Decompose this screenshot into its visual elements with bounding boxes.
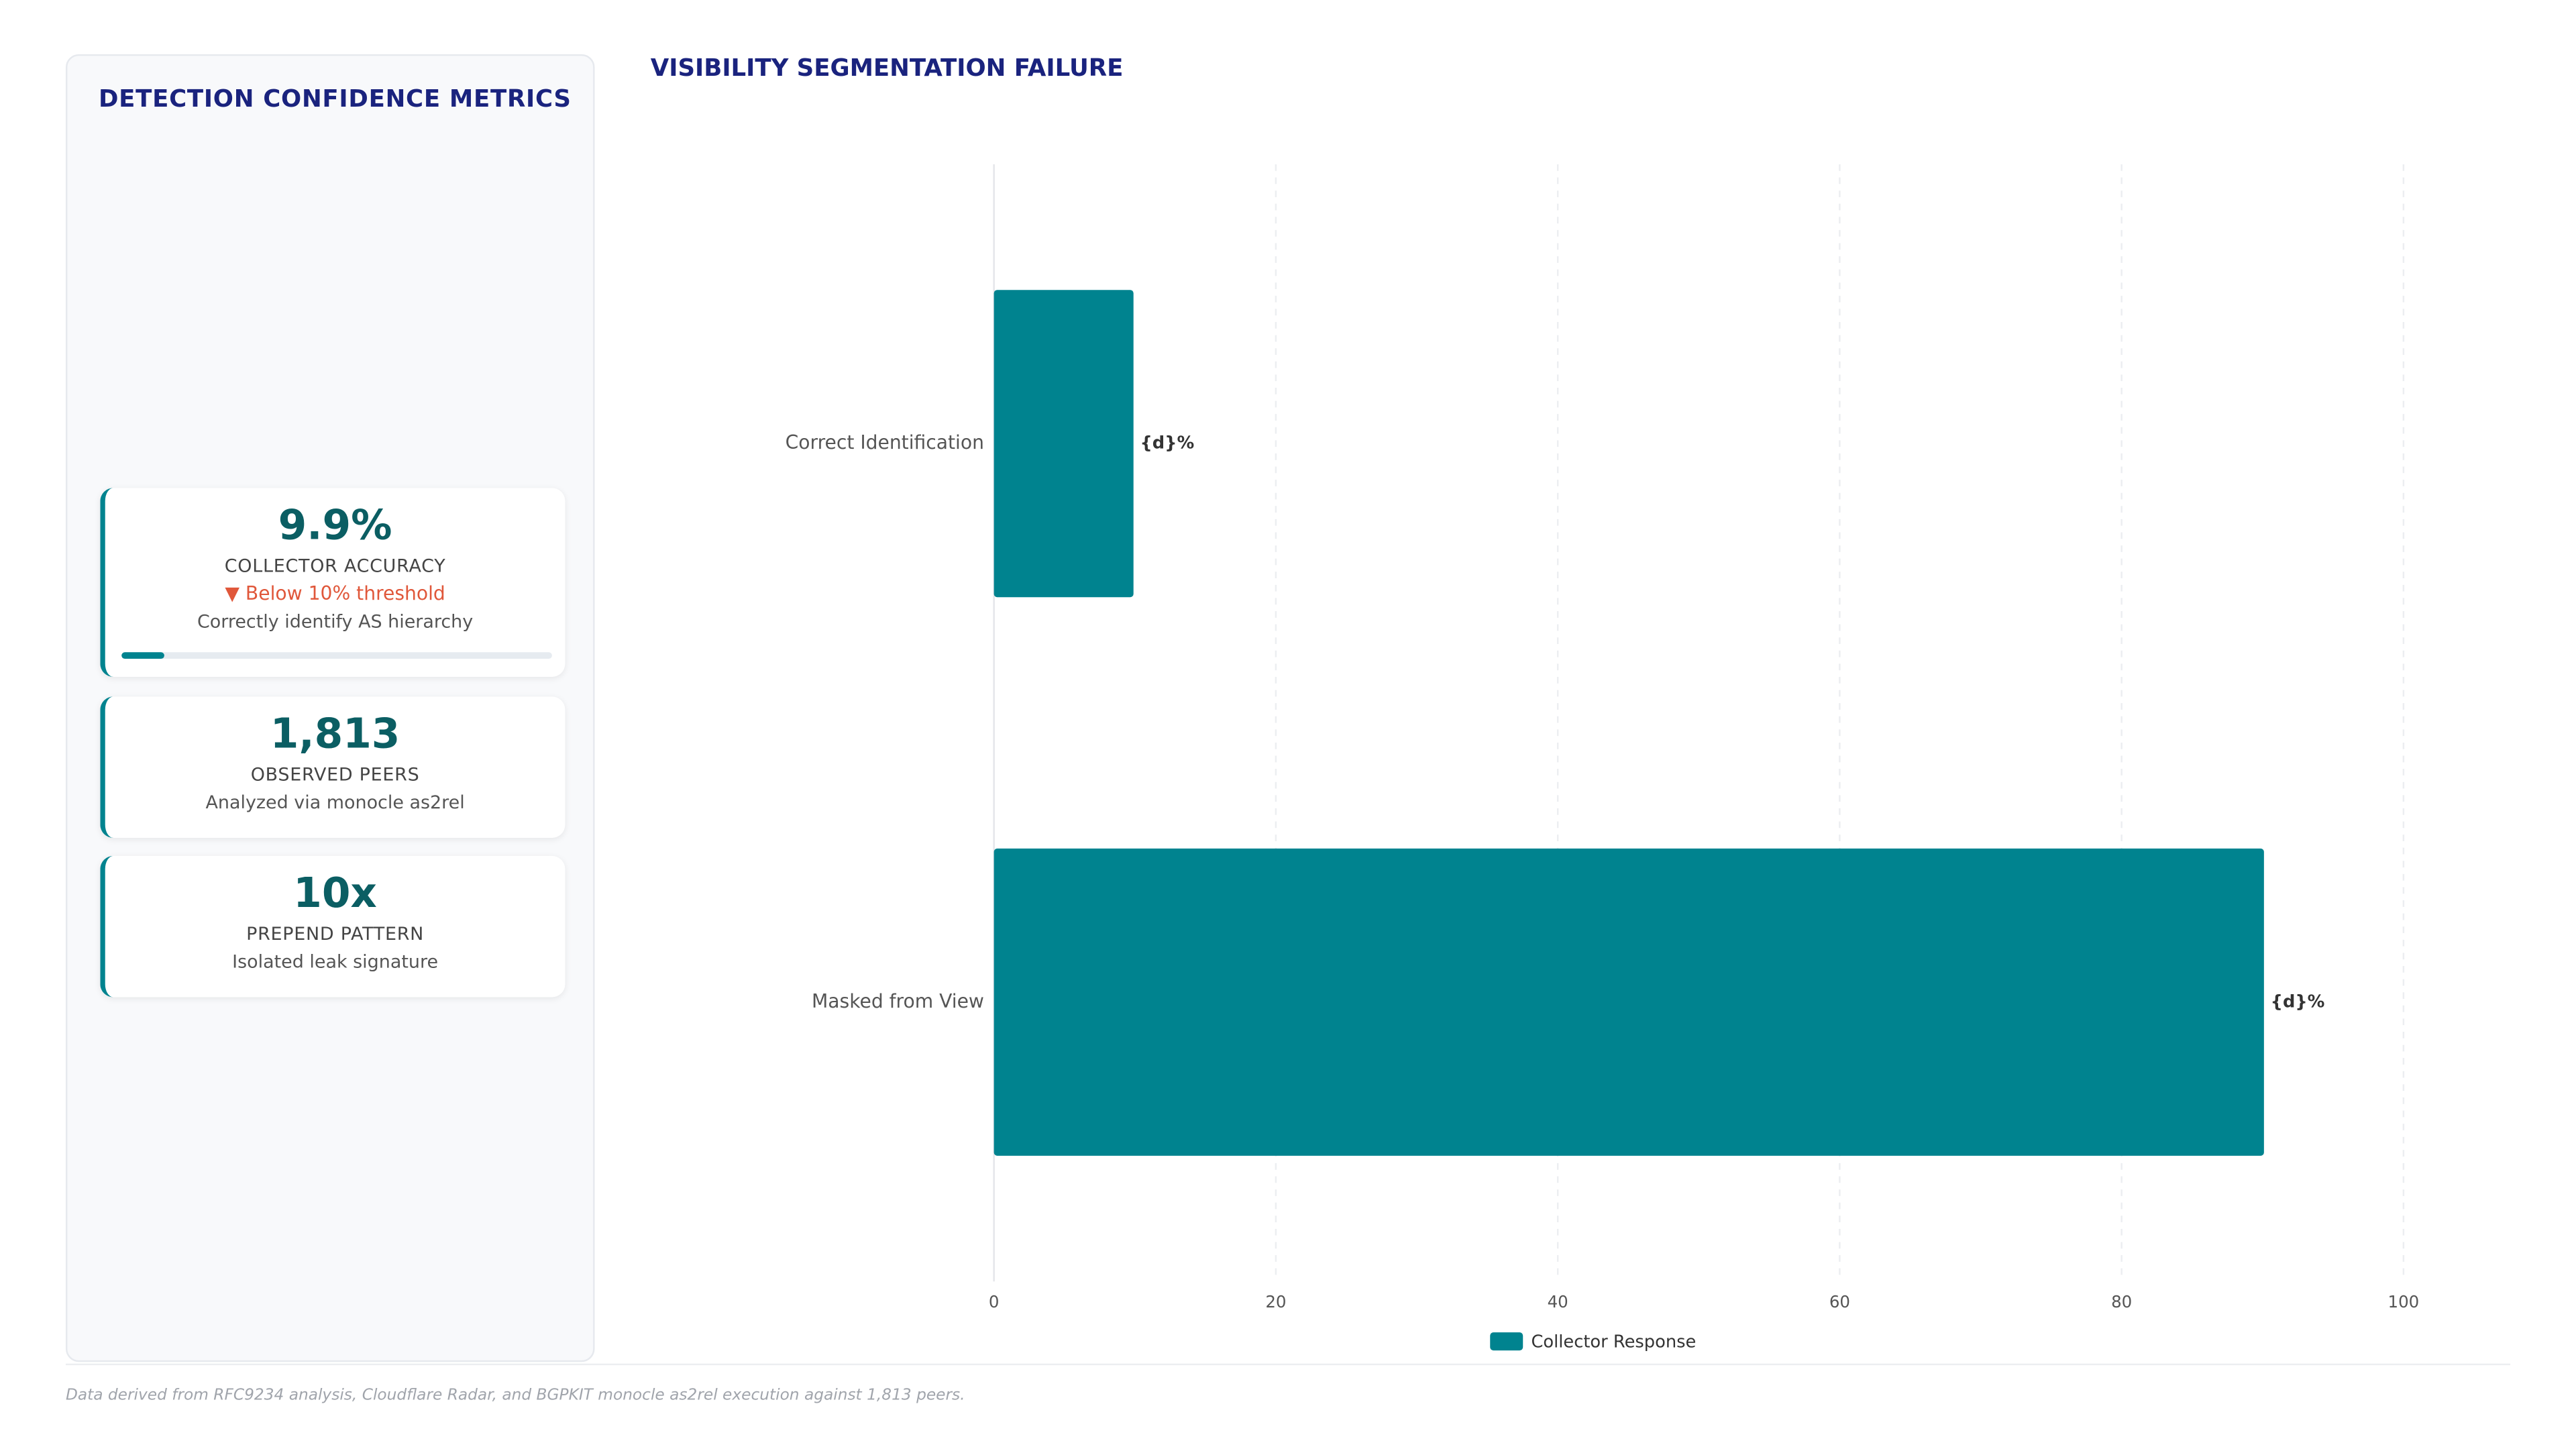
data-label: {d}% — [2271, 991, 2325, 1012]
x-tick-label: 0 — [989, 1292, 1000, 1311]
metrics-panel: DETECTION CONFIDENCE METRICS 9.9% COLLEC… — [65, 54, 595, 1362]
legend-label: Collector Response — [1531, 1332, 1696, 1352]
metric-card: 10x PREPEND PATTERN Isolated leak signat… — [100, 855, 566, 998]
metric-value: 10x — [293, 869, 377, 917]
data-label: {d}% — [1140, 433, 1194, 453]
bar — [994, 848, 2264, 1156]
progress-fill — [121, 652, 164, 659]
metric-value: 9.9% — [278, 500, 392, 549]
metric-note: ▼ Below 10% threshold — [225, 581, 445, 605]
metric-card: 9.9% COLLECTOR ACCURACY ▼ Below 10% thre… — [100, 488, 566, 677]
y-tick-label: Masked from View — [812, 990, 984, 1012]
x-tick-label: 60 — [1829, 1292, 1850, 1311]
bar — [994, 290, 1134, 598]
metric-label: PREPEND PATTERN — [246, 923, 425, 945]
x-tick-label: 80 — [2111, 1292, 2132, 1311]
metric-description: Isolated leak signature — [232, 951, 439, 973]
divider — [65, 1363, 2511, 1366]
metric-description: Correctly identify AS hierarchy — [197, 611, 474, 633]
metric-label: COLLECTOR ACCURACY — [224, 555, 446, 577]
footnote: Data derived from RFC9234 analysis, Clou… — [65, 1386, 965, 1405]
metric-value: 1,813 — [270, 709, 400, 757]
metric-description: Analyzed via monocle as2rel — [205, 792, 465, 814]
y-tick-label: Correct Identification — [786, 431, 984, 453]
chart: VISIBILITY SEGMENTATION FAILURE 0 20 40 60 8… — [651, 54, 2420, 1352]
progress-track — [121, 652, 552, 659]
metric-card: 1,813 OBSERVED PEERS Analyzed via monocl… — [100, 696, 566, 838]
legend-swatch — [1490, 1332, 1523, 1351]
chart-title: VISIBILITY SEGMENTATION FAILURE — [651, 54, 1124, 82]
x-tick-label: 40 — [1548, 1292, 1568, 1311]
x-tick-label: 100 — [2388, 1292, 2420, 1311]
panel-title: DETECTION CONFIDENCE METRICS — [98, 87, 572, 113]
metric-label: OBSERVED PEERS — [250, 763, 420, 786]
x-tick-label: 20 — [1265, 1292, 1286, 1311]
